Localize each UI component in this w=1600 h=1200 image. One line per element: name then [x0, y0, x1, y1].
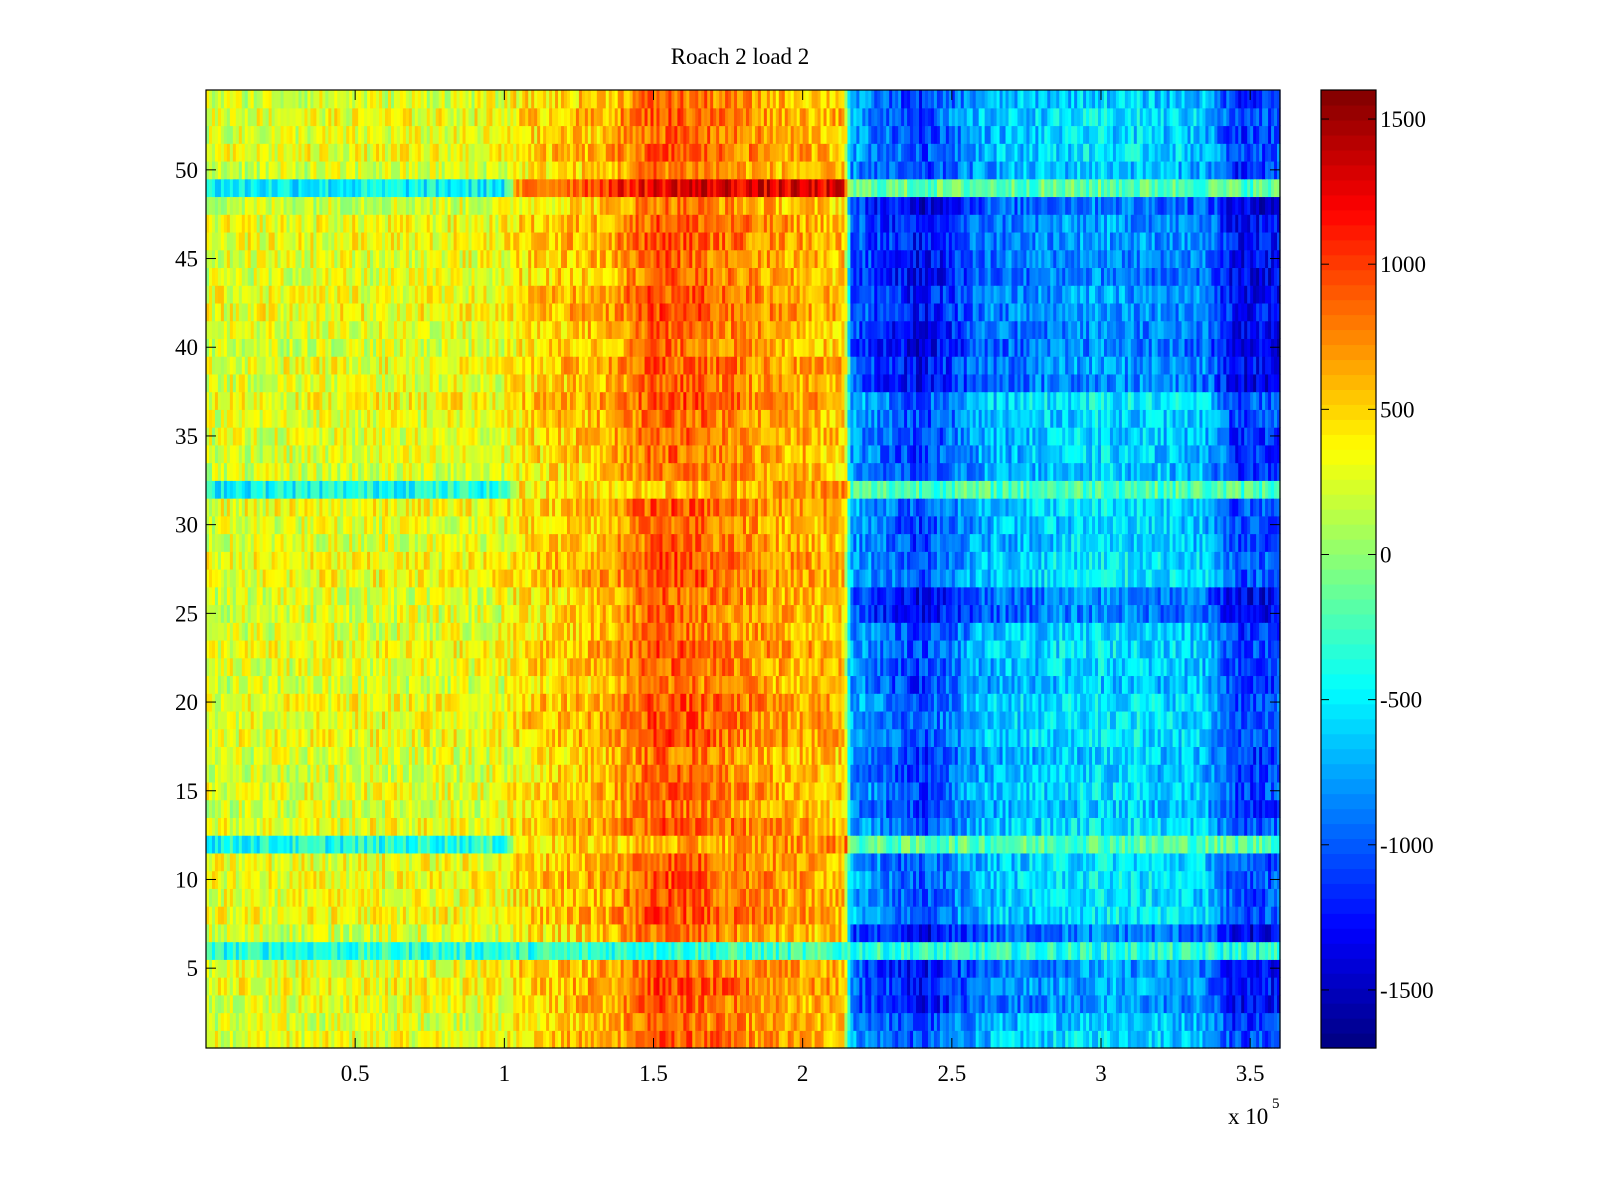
heatmap-cells [206, 90, 1281, 1049]
chart-title: Roach 2 load 2 [671, 44, 810, 69]
